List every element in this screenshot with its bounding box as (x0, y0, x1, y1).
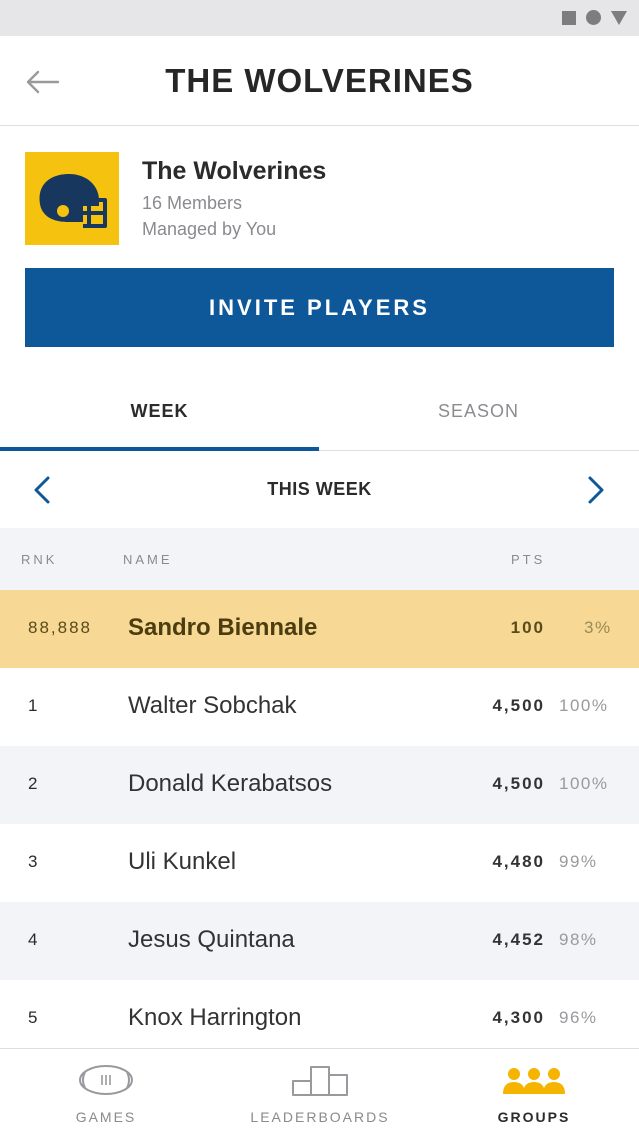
row-percent: 100% (559, 774, 609, 793)
row-rank: 88,888 (28, 618, 92, 637)
status-icons (562, 10, 627, 25)
next-week-button[interactable] (578, 472, 614, 508)
group-logo (25, 152, 119, 245)
group-member-count: 16 Members (142, 193, 243, 213)
column-points: PTS (511, 552, 546, 567)
row-percent: 99% (559, 852, 598, 871)
row-name: Uli Kunkel (128, 848, 237, 875)
row-name: Knox Harrington (128, 1004, 302, 1031)
nav-games[interactable]: GAMES (46, 1049, 166, 1136)
row-percent: 100% (559, 696, 609, 715)
nav-groups[interactable]: GROUPS (474, 1049, 594, 1136)
tab-week[interactable]: WEEK (130, 401, 189, 421)
column-rank: RNK (21, 552, 58, 567)
table-row[interactable]: 4 Jesus Quintana 4,452 98% (0, 902, 639, 980)
column-name: NAME (123, 552, 173, 567)
row-percent: 98% (559, 930, 598, 949)
row-percent: 3% (584, 618, 612, 637)
active-tab-indicator (0, 447, 319, 451)
previous-week-button[interactable] (26, 472, 62, 508)
table-row[interactable]: 3 Uli Kunkel 4,480 99% (0, 824, 639, 902)
row-name: Walter Sobchak (128, 692, 297, 719)
group-manager: Managed by You (142, 219, 277, 239)
people-group-icon (503, 1068, 565, 1094)
current-user-row[interactable]: 88,888 Sandro Biennale 100 3% (0, 590, 639, 668)
row-points: 4,500 (492, 696, 545, 715)
row-name: Donald Kerabatsos (128, 770, 333, 797)
invite-players-button[interactable]: INVITE PLAYERS (25, 268, 614, 347)
tab-season[interactable]: SEASON (437, 401, 520, 421)
row-rank: 1 (28, 696, 39, 715)
status-bar (0, 0, 639, 36)
football-helmet-icon (39, 174, 107, 228)
row-rank: 3 (28, 852, 39, 871)
nav-groups-label: GROUPS (497, 1109, 571, 1125)
status-triangle-icon (611, 10, 627, 25)
nav-leaderboards[interactable]: LEADERBOARDS (240, 1049, 400, 1136)
week-label: THIS WEEK (267, 479, 372, 499)
table-row[interactable]: 5 Knox Harrington 4,300 96% (0, 980, 639, 1058)
group-name: The Wolverines (142, 157, 327, 185)
row-percent: 96% (559, 1008, 598, 1027)
row-points: 4,452 (492, 930, 545, 949)
status-circle-icon (586, 10, 601, 25)
leaderboard-header: RNK NAME PTS (0, 528, 639, 590)
status-square-icon (562, 10, 576, 25)
chevron-left-icon (34, 476, 50, 504)
back-arrow-icon (26, 70, 60, 94)
row-points: 4,500 (492, 774, 545, 793)
week-navigator: THIS WEEK (0, 452, 639, 528)
row-name: Sandro Biennale (128, 614, 318, 641)
row-points: 4,300 (492, 1008, 545, 1027)
nav-games-label: GAMES (75, 1109, 137, 1125)
chevron-right-icon (588, 476, 604, 504)
row-rank: 2 (28, 774, 39, 793)
page-title: THE WOLVERINES (165, 62, 474, 99)
row-rank: 4 (28, 930, 39, 949)
bottom-navigation: GAMES LEADERBOARDS GROUPS (0, 1048, 639, 1136)
podium-icon (292, 1066, 348, 1096)
table-row[interactable]: 1 Walter Sobchak 4,500 100% (0, 668, 639, 746)
back-button[interactable] (22, 64, 62, 100)
row-rank: 5 (28, 1008, 39, 1027)
row-points: 100 (510, 618, 545, 637)
row-name: Jesus Quintana (128, 926, 295, 953)
app-header: THE WOLVERINES (0, 36, 639, 126)
football-icon (79, 1065, 133, 1095)
period-tabs: WEEK SEASON (0, 372, 639, 451)
row-points: 4,480 (492, 852, 545, 871)
table-row[interactable]: 2 Donald Kerabatsos 4,500 100% (0, 746, 639, 824)
nav-leaderboards-label: LEADERBOARDS (250, 1109, 390, 1125)
